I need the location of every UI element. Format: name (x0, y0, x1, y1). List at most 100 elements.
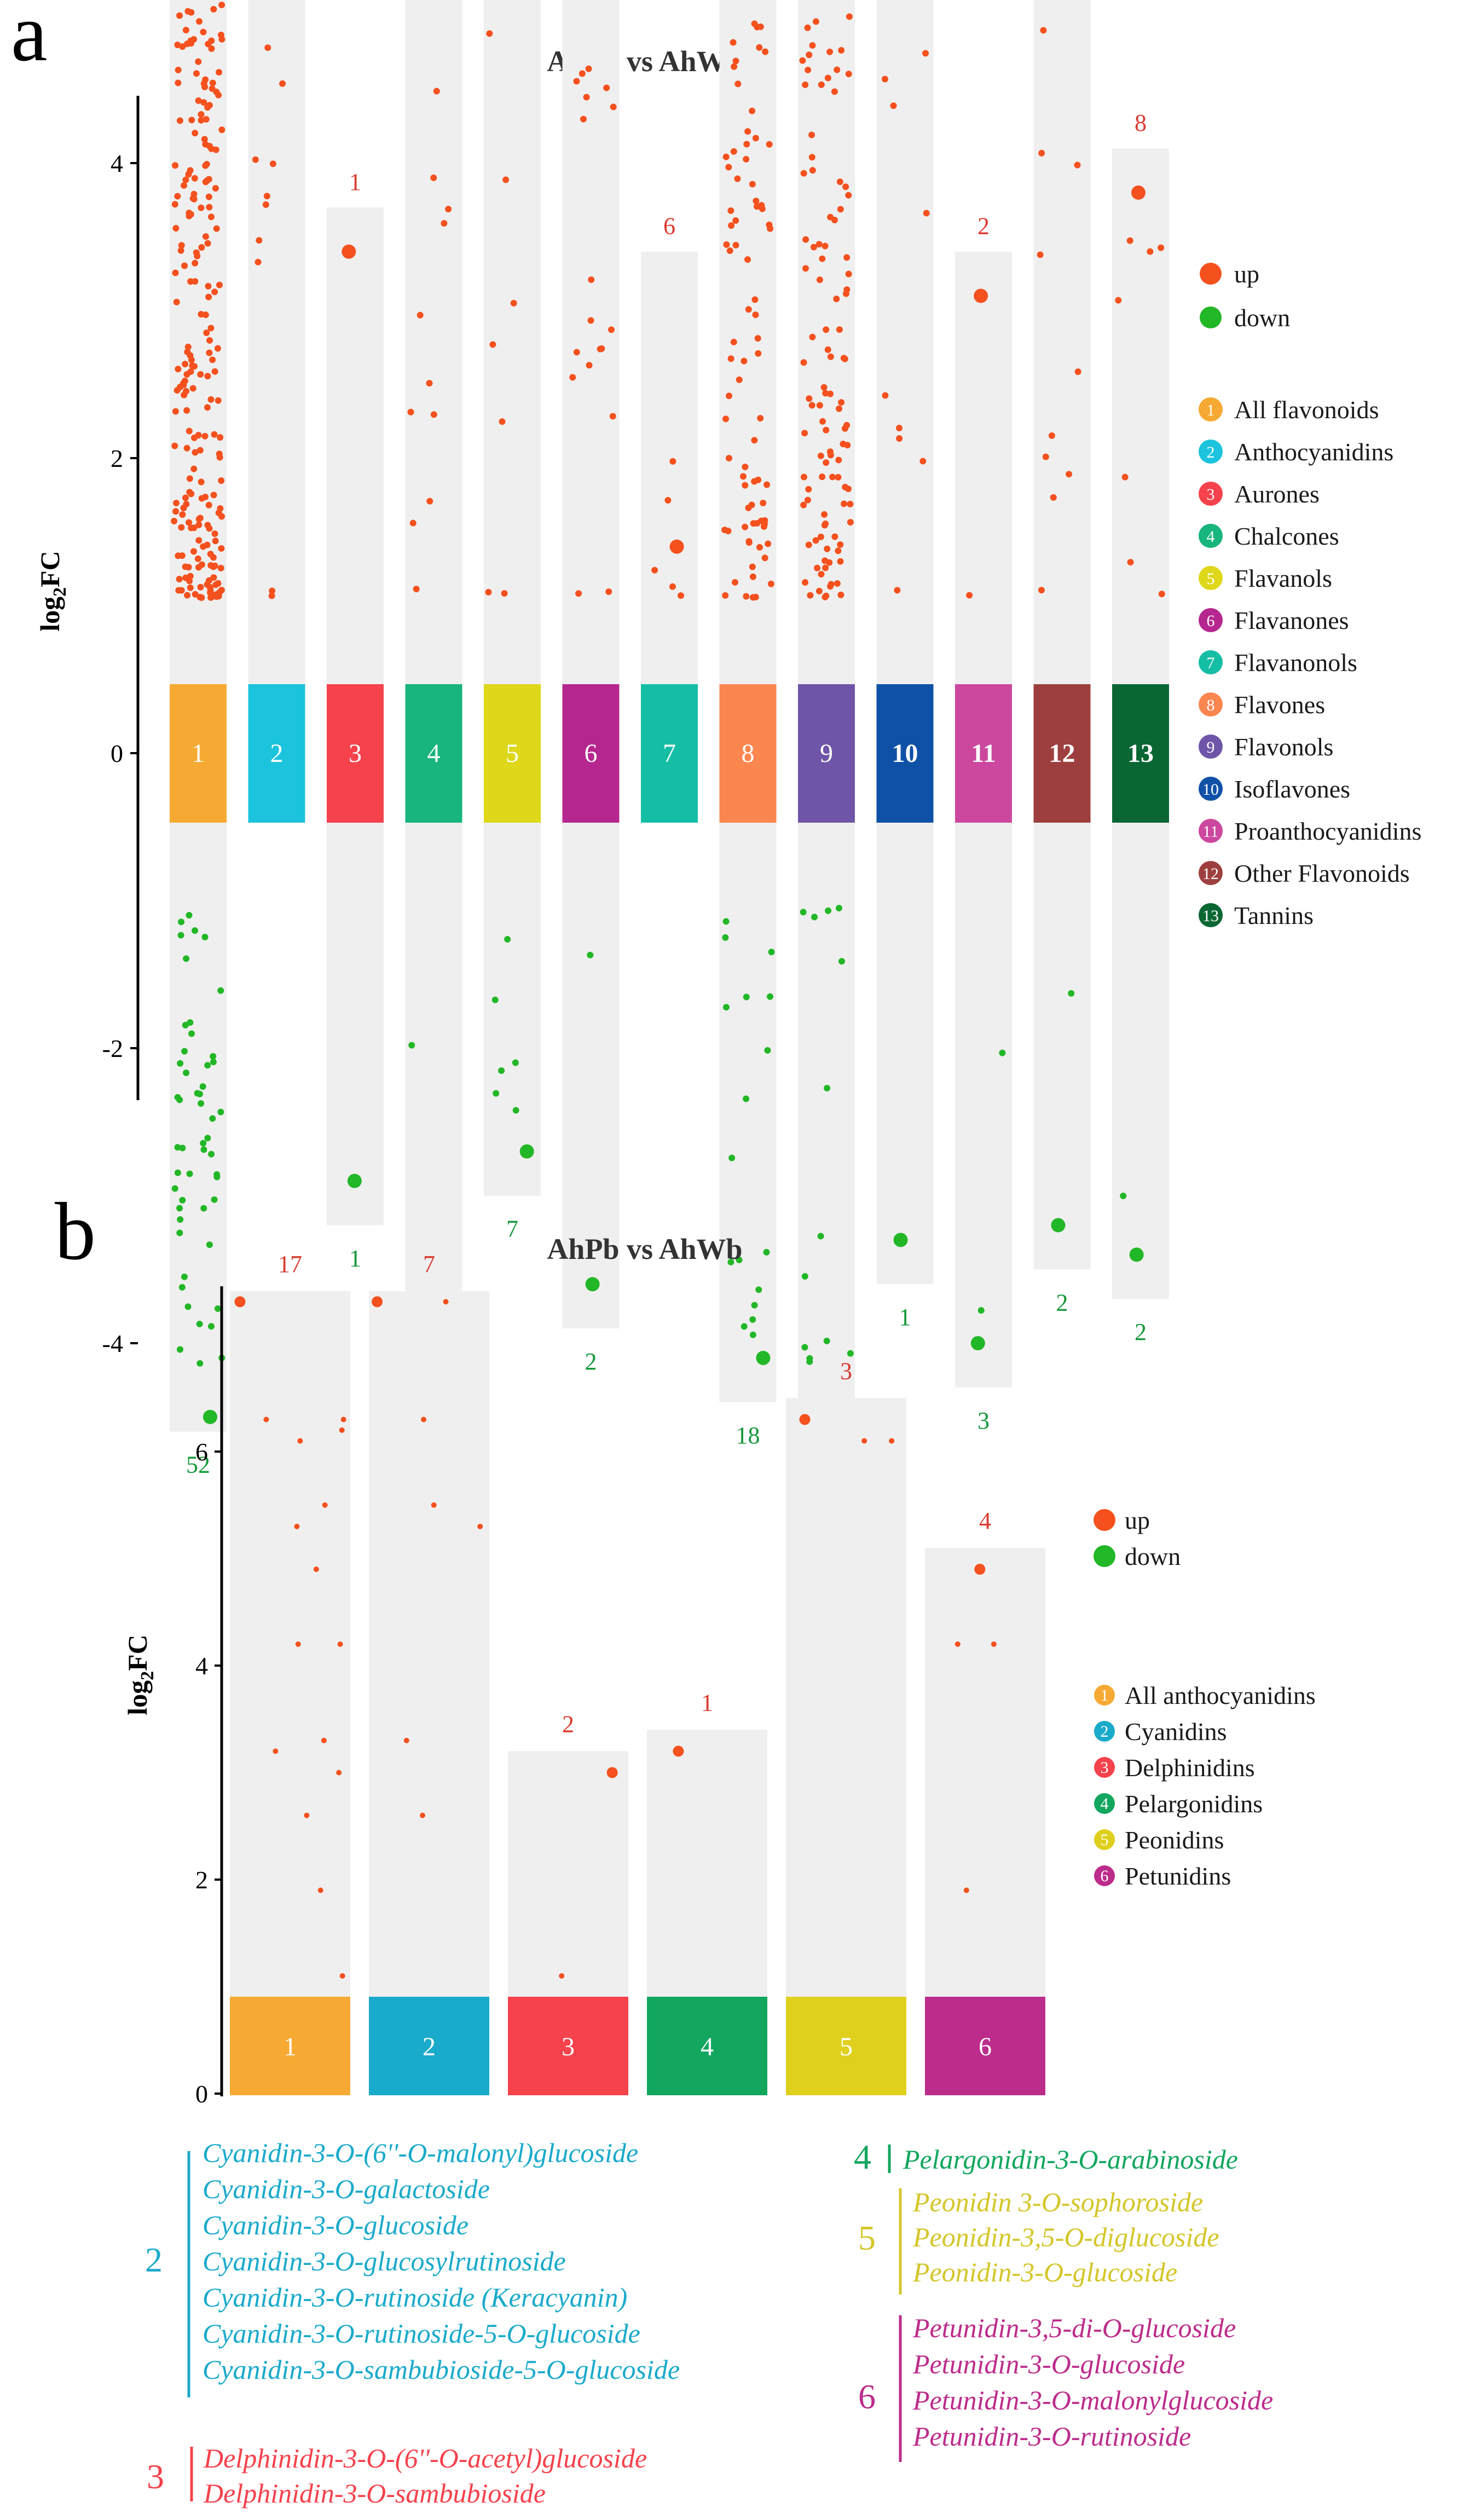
up-point (217, 434, 224, 441)
up-point (1038, 587, 1045, 594)
up-point (808, 154, 815, 161)
up-point (804, 24, 811, 31)
legend-badge (1199, 482, 1223, 506)
up-point (749, 107, 756, 114)
group-down-background (798, 823, 855, 1461)
legend-badge (1199, 440, 1223, 464)
up-point (573, 349, 580, 356)
up-count-label: 2 (977, 213, 990, 240)
down-point (186, 1170, 193, 1177)
up-point (605, 588, 612, 596)
up-point (195, 97, 202, 104)
down-point (512, 1107, 519, 1114)
legend-item-label: Petunidins (1125, 1862, 1231, 1890)
up-point (861, 1438, 867, 1444)
up-point (821, 522, 828, 529)
up-point (443, 1299, 449, 1305)
up-point (1147, 248, 1154, 255)
down-point (208, 1151, 215, 1158)
up-point (843, 286, 851, 293)
up-point (730, 148, 737, 155)
up-point (895, 425, 903, 432)
up-point (826, 559, 833, 566)
up-point (754, 335, 761, 342)
up-point (802, 81, 809, 88)
up-point (182, 574, 189, 581)
legend-badge (1094, 1793, 1115, 1814)
group-bar-7 (641, 684, 698, 823)
group-down-background (562, 823, 620, 1329)
down-point (194, 1090, 201, 1097)
up-point (204, 541, 211, 548)
up-point (751, 437, 758, 444)
legend-badge-number: 13 (1202, 907, 1219, 925)
group-bar-number: 6 (979, 2032, 992, 2061)
up-point (502, 176, 510, 183)
compound-name: Cyanidin-3-O-rutinoside (Keracyanin) (203, 2282, 627, 2313)
up-point (208, 45, 215, 52)
up-point (817, 452, 824, 459)
up-point (755, 350, 762, 357)
up-point (336, 1770, 342, 1776)
up-point (186, 210, 193, 217)
up-point (200, 28, 207, 36)
down-count-label: 2 (1135, 1319, 1147, 1345)
y-tick-label: -4 (102, 1330, 123, 1357)
panel-b-y-ticks: 6 4 2 0 (195, 1438, 222, 2108)
up-point (749, 563, 756, 570)
legend-item-label: Chalcones (1234, 522, 1339, 550)
up-point (844, 442, 851, 449)
group-bar-12 (1033, 684, 1091, 823)
panel-b-letter: b (55, 1186, 96, 1277)
up-point (991, 1641, 997, 1647)
up-point (273, 1748, 279, 1754)
compound-name: Peonidin-3,5-O-diglucoside (912, 2222, 1219, 2252)
down-point (179, 1145, 186, 1152)
group-bar-2 (248, 684, 305, 823)
up-point (664, 496, 672, 504)
up-point (1074, 368, 1081, 375)
group-down-background (1033, 823, 1091, 1270)
up-point (171, 518, 178, 525)
up-point (726, 247, 733, 254)
up-point (734, 175, 741, 182)
down-min-point (756, 1350, 771, 1365)
group-bar-8 (719, 684, 777, 823)
up-point (827, 583, 834, 590)
up-point (179, 511, 186, 518)
up-point (1121, 473, 1129, 481)
panel-b-group-bars: 1 2 3 4 5 6 (230, 1997, 1045, 2095)
up-point (585, 65, 592, 72)
up-point (173, 499, 180, 506)
up-point (431, 1502, 437, 1508)
panel-b-counts: 17 7 2 1 3 4 (278, 1251, 991, 1738)
up-point (799, 57, 806, 64)
up-point (822, 390, 829, 397)
up-point (205, 501, 212, 508)
compound-list-5: 5 Peonidin 3-O-sophoroside Peonidin-3,5-O… (858, 2187, 1219, 2294)
up-point (339, 1973, 345, 1979)
group-bar-11 (955, 684, 1012, 823)
legend-item-label: Aurones (1234, 480, 1320, 508)
up-point (587, 317, 594, 324)
down-point (768, 949, 775, 956)
up-point (184, 8, 192, 15)
up-point (732, 217, 739, 224)
group-bar-number: 1 (192, 739, 205, 768)
up-point (205, 193, 212, 200)
up-point (198, 111, 205, 118)
group-bar-3 (508, 1997, 628, 2095)
up-point (752, 135, 759, 142)
up-point (731, 579, 738, 586)
up-point (845, 270, 852, 278)
up-max-point (974, 288, 988, 303)
up-point (430, 411, 437, 418)
up-point (216, 281, 223, 288)
group-up-background (327, 207, 384, 685)
up-point (805, 485, 812, 493)
up-point (741, 357, 748, 365)
group-up-background (876, 0, 934, 685)
down-point (204, 1062, 211, 1069)
up-point (722, 415, 730, 423)
up-point (846, 13, 853, 20)
